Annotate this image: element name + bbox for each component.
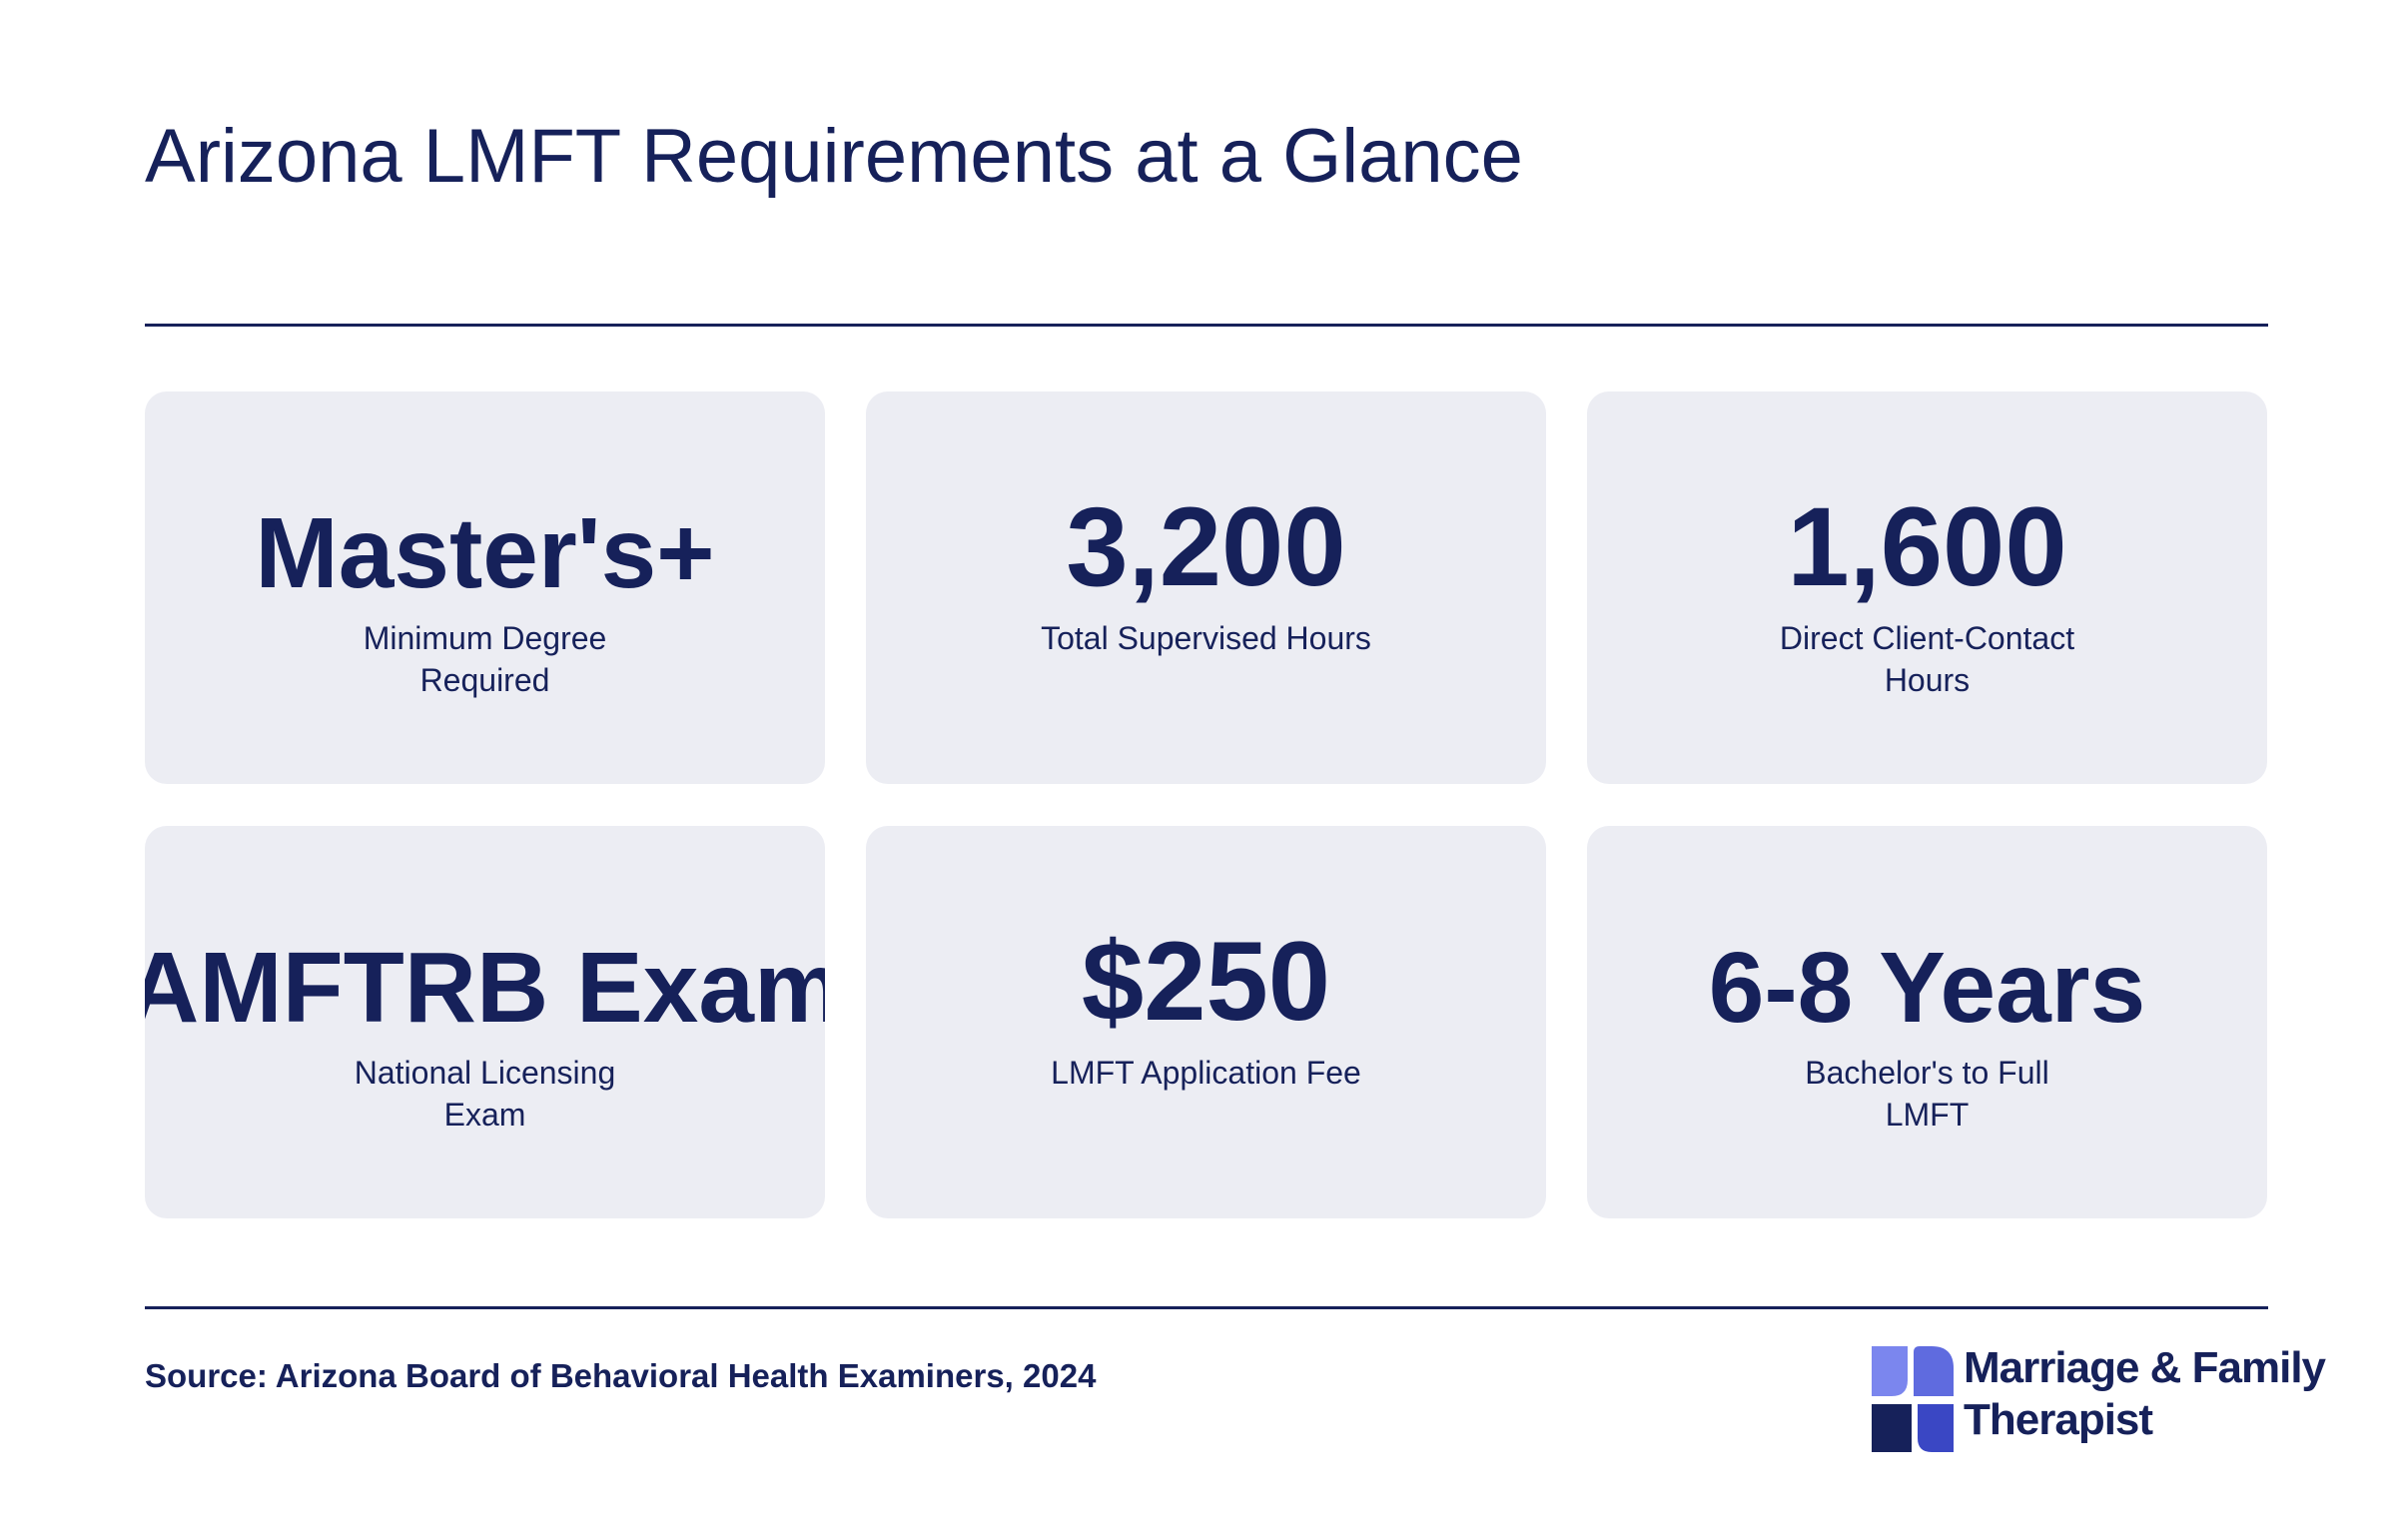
stat-label: LMFT Application Fee bbox=[1051, 1055, 1361, 1091]
stat-card-client-hours: 1,600 Direct Client-Contact Hours bbox=[1587, 391, 2267, 784]
stat-value: 1,600 bbox=[1787, 484, 2067, 609]
page-title: Arizona LMFT Requirements at a Glance bbox=[145, 114, 1523, 199]
logo-wordmark: Marriage & Family Therapist bbox=[1964, 1342, 2326, 1446]
logo-line-1: Marriage & Family bbox=[1964, 1343, 2326, 1392]
stat-value: 6-8 Years bbox=[1708, 932, 2146, 1044]
source-citation: Source: Arizona Board of Behavioral Heal… bbox=[145, 1357, 1097, 1394]
top-divider bbox=[145, 324, 2268, 327]
stats-grid: Master's+ Minimum Degree Required 3,200 … bbox=[145, 391, 2268, 1218]
stat-card-application-fee: $250 LMFT Application Fee bbox=[866, 826, 1546, 1218]
pinwheel-logo-icon bbox=[1872, 1346, 1954, 1452]
stat-card-supervised-hours: 3,200 Total Supervised Hours bbox=[866, 391, 1546, 784]
stat-value: 3,200 bbox=[1066, 484, 1346, 609]
stat-label: Bachelor's to Full LMFT bbox=[1805, 1055, 2049, 1133]
bottom-divider bbox=[145, 1306, 2268, 1309]
stat-value: Master's+ bbox=[255, 497, 715, 609]
stat-value: $250 bbox=[1081, 919, 1331, 1044]
stat-label: Minimum Degree Required bbox=[363, 620, 607, 698]
stat-label: Direct Client-Contact Hours bbox=[1779, 620, 2075, 698]
stat-card-timeline: 6-8 Years Bachelor's to Full LMFT bbox=[1587, 826, 2267, 1218]
logo-line-2: Therapist bbox=[1964, 1395, 2153, 1444]
stat-label: Total Supervised Hours bbox=[1041, 620, 1371, 656]
stat-value: AMFTRB Exam bbox=[145, 932, 825, 1044]
brand-logo: Marriage & Family Therapist bbox=[1872, 1342, 2326, 1454]
stat-label: National Licensing Exam bbox=[354, 1055, 616, 1133]
stat-card-degree: Master's+ Minimum Degree Required bbox=[145, 391, 825, 784]
stat-card-exam: AMFTRB Exam National Licensing Exam bbox=[145, 826, 825, 1218]
